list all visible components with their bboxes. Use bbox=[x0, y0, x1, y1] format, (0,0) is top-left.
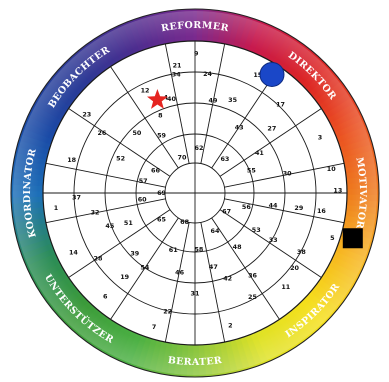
cell-number: 42 bbox=[223, 274, 232, 282]
cell-number: 36 bbox=[248, 271, 257, 279]
cell-number: 30 bbox=[283, 170, 292, 178]
cell-number: 64 bbox=[211, 227, 220, 235]
cell-number: 10 bbox=[327, 165, 336, 173]
cell-number: 70 bbox=[178, 153, 187, 161]
cell-number: 63 bbox=[220, 155, 229, 163]
cell-number: 2 bbox=[228, 321, 232, 329]
cell-number: 16 bbox=[317, 207, 326, 215]
cell-number: 8 bbox=[158, 111, 163, 119]
cell-number: 59 bbox=[157, 131, 166, 139]
cell-number: 31 bbox=[191, 290, 200, 298]
cell-number: 25 bbox=[248, 293, 257, 301]
cell-number: 33 bbox=[269, 236, 278, 244]
cell-number: 53 bbox=[252, 226, 261, 234]
cell-number: 19 bbox=[120, 273, 129, 281]
cell-number: 68 bbox=[180, 218, 189, 226]
cell-number: 3 bbox=[318, 134, 322, 142]
cell-number: 35 bbox=[228, 96, 237, 104]
cell-number: 60 bbox=[138, 196, 147, 204]
cell-number: 12 bbox=[141, 87, 150, 95]
cell-number: 50 bbox=[132, 129, 141, 137]
cell-number: 40 bbox=[167, 95, 176, 103]
cell-number: 44 bbox=[269, 202, 278, 210]
cell-number: 24 bbox=[203, 70, 212, 78]
cell-number: 62 bbox=[195, 144, 204, 152]
cell-number: 65 bbox=[157, 215, 166, 223]
cell-number: 56 bbox=[242, 203, 251, 211]
cell-number: 5 bbox=[330, 234, 334, 242]
cell-number: 67 bbox=[222, 207, 231, 215]
cell-number: 54 bbox=[140, 264, 149, 272]
cell-number: 47 bbox=[209, 263, 218, 271]
cell-number: 38 bbox=[297, 248, 306, 256]
cell-number: 7 bbox=[152, 323, 156, 331]
cell-number: 20 bbox=[290, 264, 299, 272]
cell-number: 29 bbox=[294, 204, 303, 212]
cell-number: 66 bbox=[151, 166, 160, 174]
cell-number: 69 bbox=[157, 189, 166, 197]
cell-number: 52 bbox=[116, 155, 125, 163]
circle-marker bbox=[259, 61, 285, 87]
cell-number: 28 bbox=[94, 255, 103, 263]
cell-number: 49 bbox=[209, 97, 218, 105]
cell-number: 58 bbox=[194, 245, 203, 253]
segment-label: BERATER bbox=[167, 355, 223, 368]
cell-number: 37 bbox=[72, 193, 81, 201]
cell-number: 46 bbox=[175, 268, 184, 276]
cell-number: 43 bbox=[235, 124, 244, 132]
inner-grid-disc bbox=[42, 40, 348, 346]
cell-number: 17 bbox=[276, 101, 285, 109]
cell-number: 6 bbox=[103, 292, 108, 300]
cell-number: 14 bbox=[69, 249, 78, 257]
square-marker bbox=[342, 228, 363, 249]
cell-number: 26 bbox=[97, 129, 106, 137]
cell-number: 45 bbox=[105, 222, 114, 230]
cell-number: 39 bbox=[130, 249, 139, 257]
cell-numbers: 9344015492435431727415533010162944561353… bbox=[54, 49, 343, 331]
cell-number: 34 bbox=[172, 71, 181, 79]
cell-number: 22 bbox=[163, 308, 172, 316]
segment-label: KOORDINATOR bbox=[22, 147, 39, 238]
star-marker bbox=[147, 89, 168, 109]
segment-label: MOTIVATOR bbox=[353, 156, 368, 229]
cell-number: 15 bbox=[253, 71, 262, 79]
cell-number: 41 bbox=[255, 149, 264, 157]
cell-number: 57 bbox=[139, 177, 148, 185]
cell-number: 9 bbox=[194, 49, 199, 57]
cell-number: 27 bbox=[267, 125, 276, 133]
cell-number: 18 bbox=[67, 156, 76, 164]
cell-number: 55 bbox=[247, 166, 256, 174]
cell-number: 51 bbox=[124, 219, 133, 227]
cell-number: 11 bbox=[281, 283, 290, 291]
cell-number: 21 bbox=[173, 61, 182, 69]
cell-number: 1 bbox=[54, 204, 58, 212]
cell-number: 23 bbox=[82, 111, 91, 119]
cell-number: 32 bbox=[91, 209, 100, 217]
segment-label: REFORMER bbox=[160, 20, 229, 34]
markers bbox=[147, 61, 363, 249]
cell-number: 48 bbox=[233, 243, 242, 251]
cell-number: 61 bbox=[169, 246, 178, 254]
cell-number: 13 bbox=[333, 187, 342, 195]
